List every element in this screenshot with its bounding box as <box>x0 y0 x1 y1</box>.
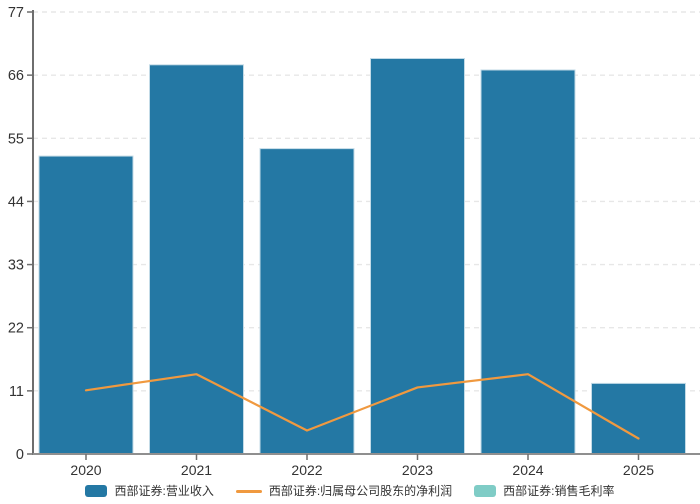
bar-2022[interactable] <box>259 148 355 455</box>
y-axis-label-66: 66 <box>8 68 24 84</box>
legend-item-revenue[interactable]: 西部证券:营业收入 <box>85 484 214 498</box>
y-axis-label-33: 33 <box>8 258 24 274</box>
y-axis-label-11: 11 <box>9 384 24 400</box>
bar-2024[interactable] <box>480 69 576 455</box>
bar-2025[interactable] <box>591 382 686 455</box>
y-axis-label-55: 55 <box>8 131 24 147</box>
gross-margin-swatch-icon <box>474 485 497 497</box>
legend-label-gross-margin: 西部证券:销售毛利率 <box>503 484 615 498</box>
bar-2023[interactable] <box>370 57 465 455</box>
legend-label-revenue: 西部证券:营业收入 <box>114 484 214 498</box>
y-axis-label-44: 44 <box>8 194 24 210</box>
x-axis-label-2020: 2020 <box>70 462 101 478</box>
y-axis-label-0: 0 <box>16 447 24 463</box>
legend-item-net-profit[interactable]: 西部证券:归属母公司股东的净利润 <box>235 484 453 498</box>
x-axis-label-2023: 2023 <box>402 462 433 478</box>
bar-2021[interactable] <box>149 64 244 455</box>
y-axis-label-77: 77 <box>8 5 24 21</box>
net-profit-line[interactable] <box>84 373 640 440</box>
chart-legend: 西部证券:营业收入 西部证券:归属母公司股东的净利润 西部证券:销售毛利率 <box>0 481 700 501</box>
y-axis-label-22: 22 <box>8 321 24 337</box>
revenue-bar-swatch-icon <box>85 485 108 497</box>
bar-2020[interactable] <box>38 155 134 455</box>
legend-label-net-profit: 西部证券:归属母公司股东的净利润 <box>268 484 453 498</box>
legend-item-gross-margin[interactable]: 西部证券:销售毛利率 <box>474 484 615 498</box>
x-axis-label-2021: 2021 <box>181 462 212 478</box>
x-axis-label-2025: 2025 <box>623 462 654 478</box>
x-axis-label-2024: 2024 <box>512 462 543 478</box>
net-profit-line-swatch-icon <box>235 489 262 493</box>
x-axis-label-2022: 2022 <box>291 462 322 478</box>
